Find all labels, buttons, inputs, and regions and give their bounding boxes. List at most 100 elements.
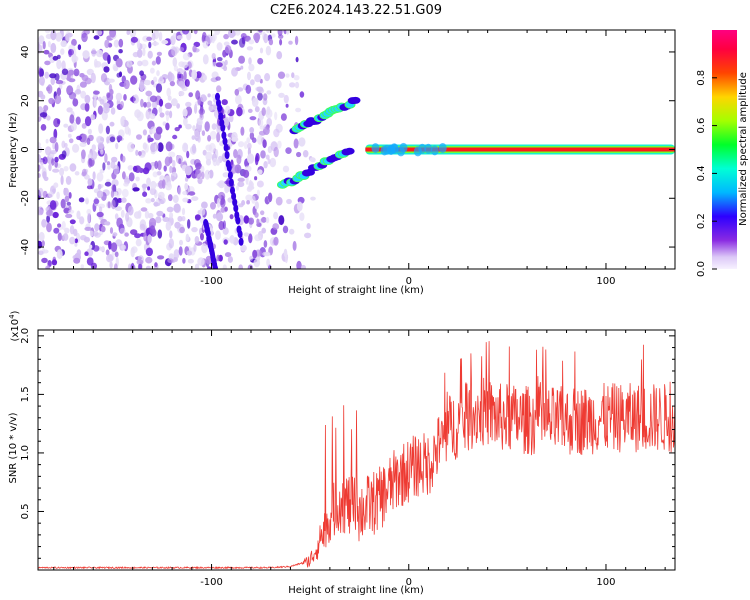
noise-blob [257, 134, 263, 145]
noise-blob [216, 182, 224, 187]
noise-blob [73, 257, 81, 264]
noise-blob [101, 225, 106, 233]
noise-blob [285, 103, 289, 108]
noise-blob [130, 36, 138, 43]
colorbar: 0.0 0.2 0.4 0.6 0.8 Normalized spectral ampl… [696, 30, 749, 277]
y-tick-label: 1.5 [20, 386, 31, 402]
noise-blob [234, 88, 240, 96]
noise-blob [178, 90, 185, 97]
noise-blob [236, 154, 242, 165]
noise-blob [63, 166, 69, 172]
noise-blob [306, 223, 311, 230]
noise-blob [38, 231, 45, 242]
noise-blob [176, 68, 184, 75]
noise-blob [156, 51, 162, 57]
noise-blob [223, 239, 228, 245]
noise-blob [147, 134, 152, 143]
noise-blob [65, 175, 72, 185]
noise-blob [48, 191, 54, 198]
track-blob [228, 178, 234, 187]
carrier-blob [371, 143, 380, 154]
noise-blob [46, 264, 50, 269]
noise-blob [174, 127, 180, 132]
noise-blob [100, 149, 104, 155]
noise-blob [137, 263, 143, 269]
noise-blob [108, 240, 112, 250]
noise-blob [223, 41, 230, 47]
noise-blob [222, 227, 229, 235]
track-blob [218, 112, 224, 121]
noise-blob [60, 48, 65, 55]
y-tick-label: 2.0 [20, 328, 31, 344]
snr-frame [37, 329, 676, 571]
noise-blob [299, 212, 305, 221]
noise-blob [56, 118, 61, 125]
noise-blob [121, 188, 129, 198]
noise-blob [152, 171, 158, 178]
noise-blob [149, 113, 156, 120]
noise-blob [277, 30, 283, 36]
noise-blob [42, 171, 47, 180]
noise-blob [259, 125, 265, 130]
noise-blob [81, 168, 87, 177]
noise-blob [102, 162, 106, 171]
noise-blob [93, 90, 100, 95]
noise-blob [89, 150, 98, 161]
noise-blob [134, 96, 140, 103]
noise-blob [194, 103, 198, 114]
noise-blob [68, 92, 77, 100]
noise-blob [71, 121, 77, 131]
noise-blob [66, 107, 73, 113]
noise-blob [109, 227, 114, 234]
noise-blob [65, 213, 73, 219]
spectrogram-ticks: -100 0 100 -40 -20 0 20 40 [20, 30, 675, 287]
noise-blob [73, 68, 80, 77]
noise-blob [52, 55, 59, 61]
noise-blob [169, 230, 173, 239]
noise-blob [156, 70, 160, 77]
noise-blob [201, 201, 208, 209]
noise-blob [195, 169, 202, 179]
noise-blob [84, 94, 91, 104]
noise-blob [212, 102, 218, 111]
noise-blob [145, 247, 153, 257]
snr-multiplier-exp: 4 [8, 314, 16, 319]
noise-blob [97, 183, 102, 190]
noise-blob [155, 126, 163, 135]
noise-blob [182, 30, 190, 35]
noise-blob [57, 223, 62, 228]
noise-blob [215, 76, 221, 81]
noise-blob [259, 47, 264, 54]
noise-blob [56, 191, 60, 200]
noise-blob [102, 52, 110, 61]
x-tick-label: 100 [596, 276, 615, 287]
noise-blob [87, 154, 92, 159]
noise-blob [76, 210, 81, 220]
noise-blob [194, 236, 200, 244]
noise-blob [74, 171, 80, 176]
noise-blob [38, 44, 43, 54]
noise-blob [288, 40, 293, 45]
noise-blob [110, 189, 114, 198]
noise-blob [243, 215, 250, 224]
noise-blob [38, 250, 44, 256]
noise-blob [157, 255, 165, 260]
noise-blob [130, 262, 135, 269]
noise-blob [154, 262, 158, 268]
noise-blob [87, 157, 93, 168]
noise-blob [212, 213, 217, 219]
noise-blob [81, 149, 86, 160]
noise-blob [216, 42, 223, 51]
track-blob [226, 163, 232, 172]
noise-blob [273, 146, 279, 158]
noise-blob [182, 108, 188, 117]
noise-blob [263, 33, 269, 44]
noise-blob [240, 127, 244, 134]
noise-blob [266, 30, 270, 33]
noise-blob [248, 57, 252, 65]
noise-blob [101, 246, 105, 252]
noise-blob [265, 216, 270, 224]
noise-blob [299, 91, 305, 98]
noise-blob [151, 60, 156, 66]
noise-blob [69, 114, 75, 124]
